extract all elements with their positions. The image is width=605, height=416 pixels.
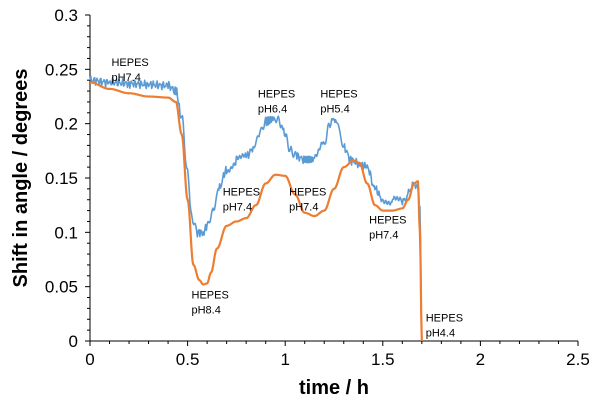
annotation-ph: pH5.4 [320,104,349,116]
y-tick-label: 0.05 [45,278,78,297]
annotation-buffer: HEPES [192,290,229,302]
annotation-buffer: HEPES [111,57,148,69]
annotation-buffer: HEPES [320,89,357,101]
series-line-2 [89,81,423,342]
y-tick-label: 0.15 [45,169,78,188]
x-tick-label: 0 [85,350,94,369]
series-line-1 [89,75,423,342]
x-tick-label: 2.5 [566,350,590,369]
x-tick-label: 1 [280,350,289,369]
annotation-ph: pH7.4 [223,201,252,213]
annotation-buffer: HEPES [223,186,260,198]
annotation-buffer: HEPES [258,89,295,101]
x-tick-label: 0.5 [176,350,200,369]
annotation-buffer: HEPES [369,215,406,227]
y-tick-label: 0 [69,332,78,351]
x-tick-label: 1.5 [371,350,395,369]
ticks: 0 0.05 0.1 0.15 0.2 0.25 0.3 0 0.5 1 1.5 2 2.5 [45,6,590,369]
y-tick-label: 0.2 [54,115,78,134]
annotation-ph: pH4.4 [426,327,455,339]
annotation-ph: pH8.4 [192,305,221,317]
annotation-buffer: HEPES [426,312,463,324]
annotations: HEPES pH7.4 HEPES pH6.4 HEPES pH5.4 HEPES pH7.4… [111,57,463,339]
x-axis-title: time / h [299,377,369,399]
y-tick-label: 0.25 [45,60,78,79]
annotation-ph: pH7.4 [111,72,140,84]
y-tick-label: 0.1 [54,223,78,242]
y-axis-title: Shift in angle / degrees [10,69,32,288]
x-tick-label: 2 [476,350,485,369]
annotation-ph: pH6.4 [258,104,287,116]
annotation-ph: pH7.4 [369,230,398,242]
y-tick-label: 0.3 [54,6,78,25]
axes [89,15,578,342]
series-group [89,75,423,342]
annotation-buffer: HEPES [289,186,326,198]
annotation-ph: pH7.4 [289,201,318,213]
